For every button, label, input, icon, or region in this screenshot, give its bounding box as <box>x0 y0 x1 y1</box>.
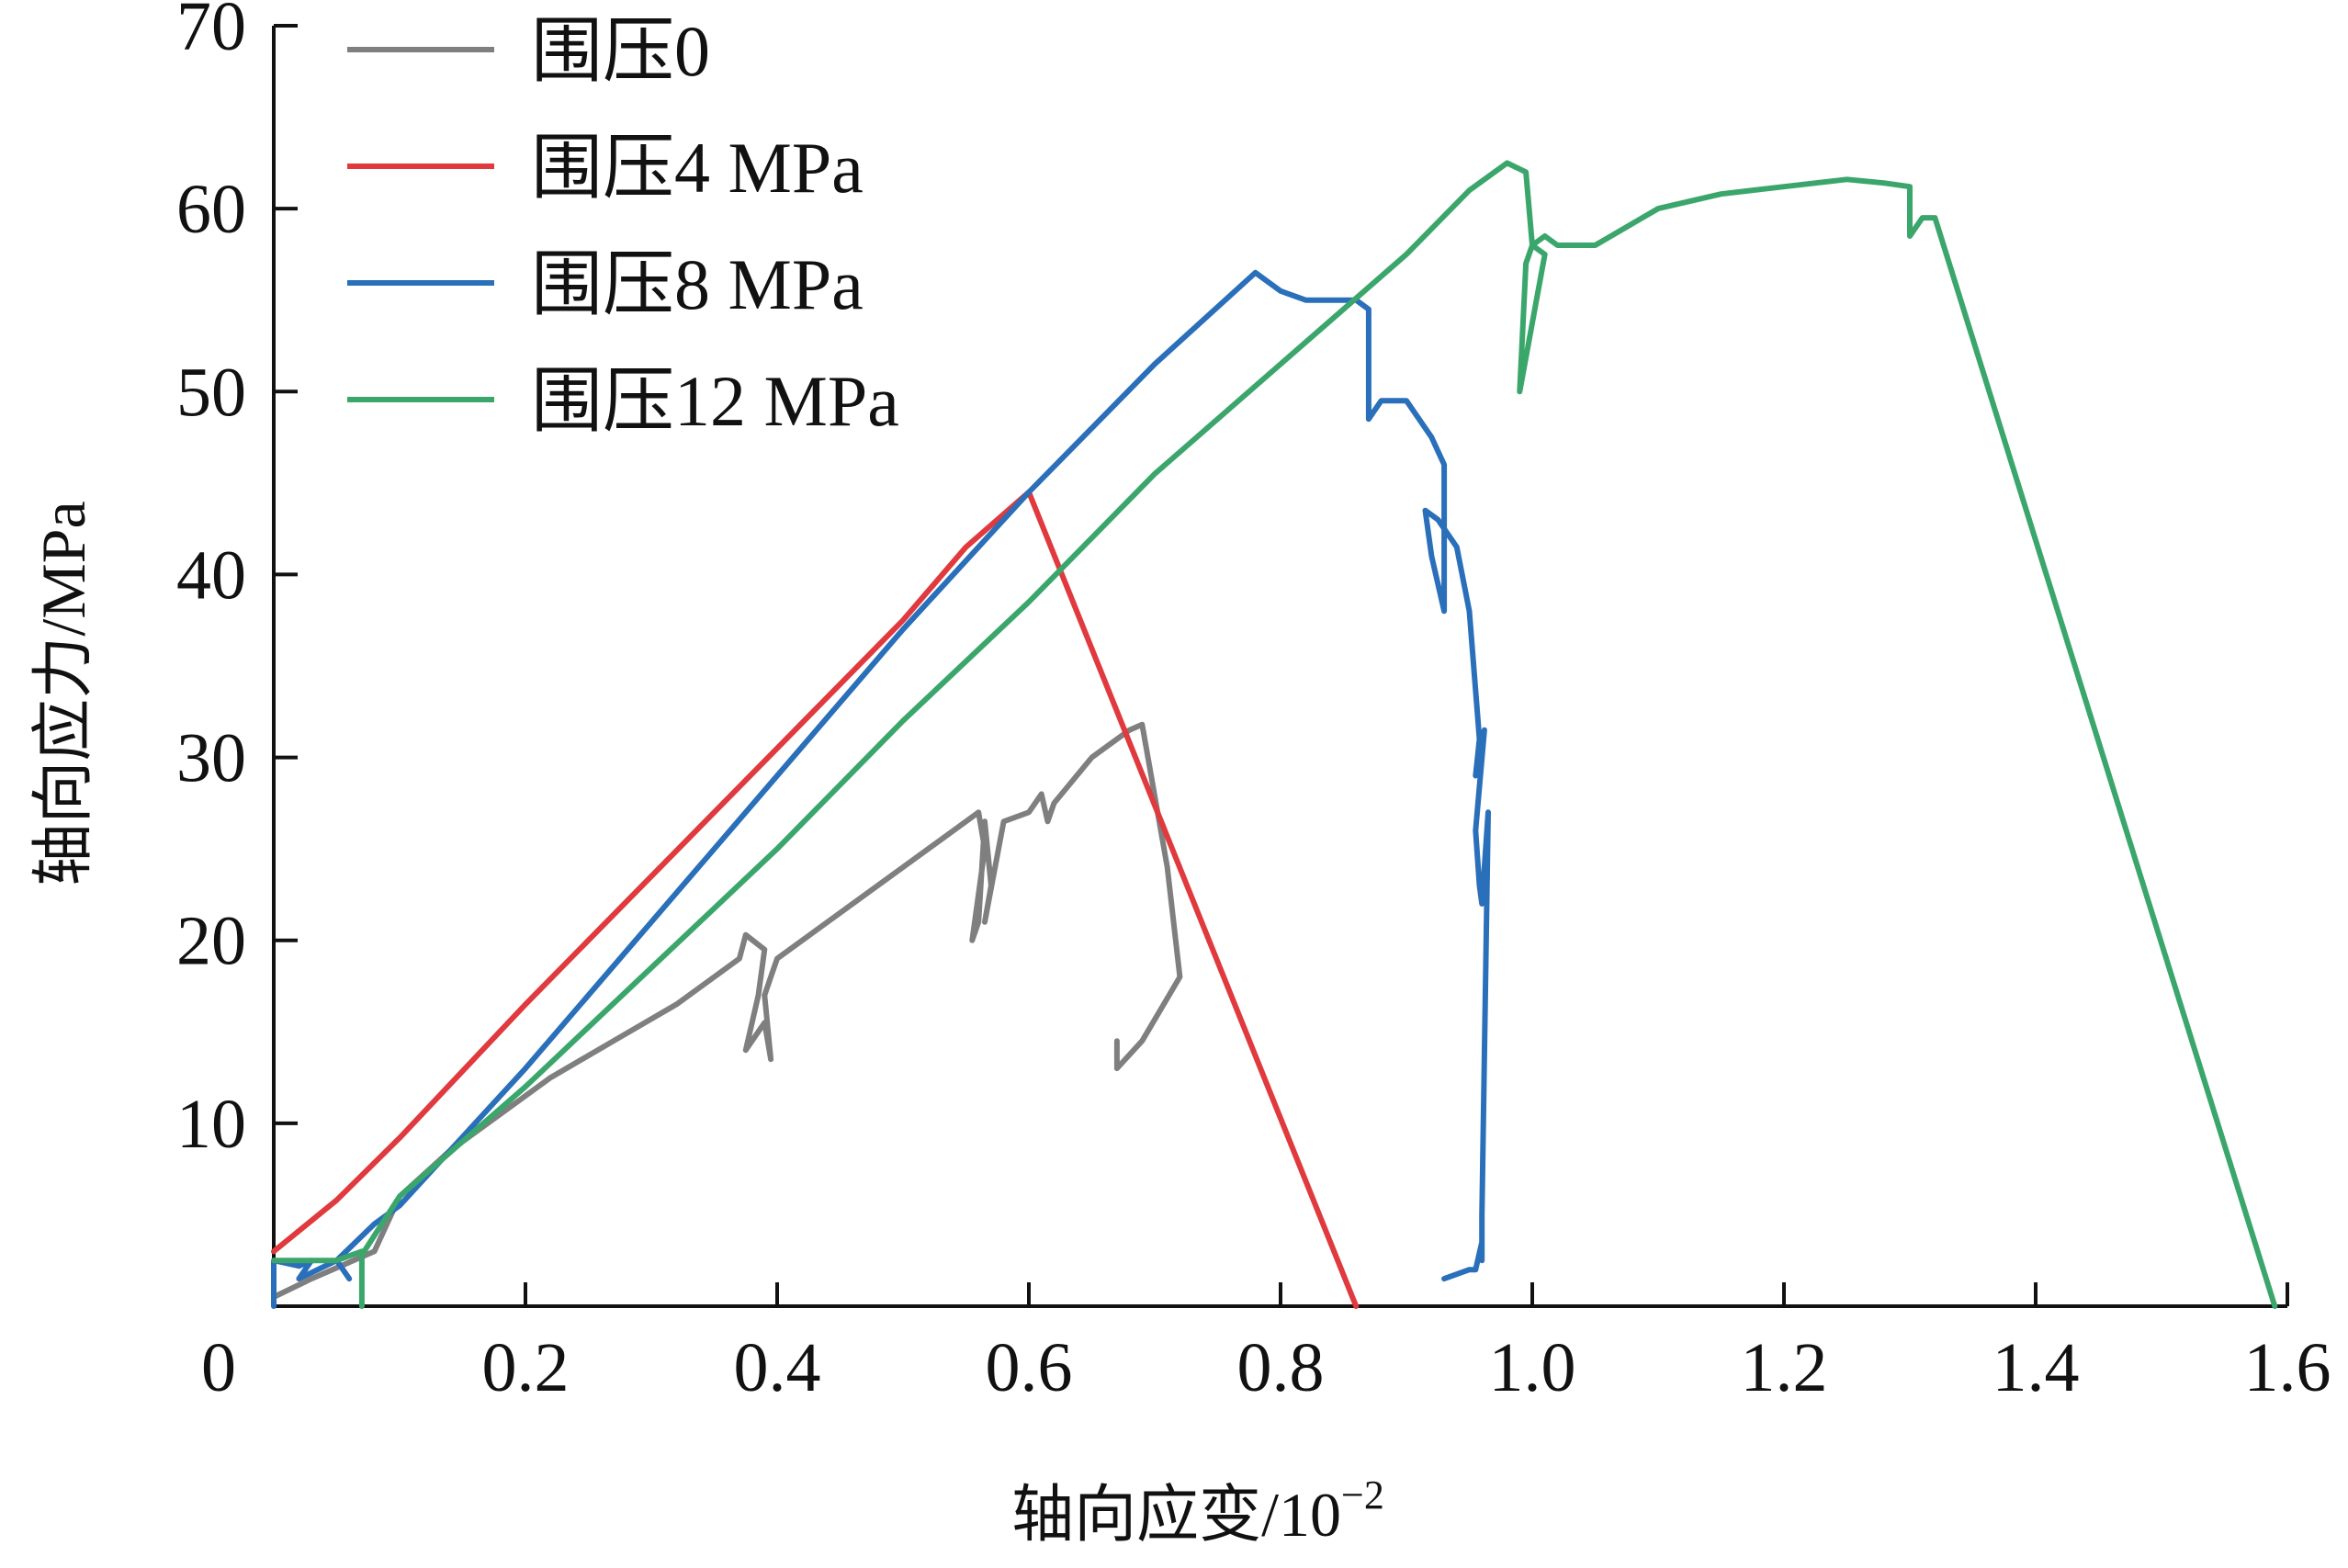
y-ticks: 10 20 30 40 50 60 70 <box>176 0 298 1163</box>
x-axis-title-exponent: −2 <box>1341 1472 1384 1517</box>
y-tick-label: 20 <box>176 903 246 980</box>
y-tick-label: 60 <box>176 171 246 248</box>
x-tick-label: 0.6 <box>986 1329 1073 1406</box>
x-tick-label: 1.2 <box>1741 1329 1828 1406</box>
legend-label-3: 围压8 MPa <box>531 244 864 324</box>
y-tick-label: 70 <box>176 0 246 65</box>
x-tick-label: 1.4 <box>1992 1329 2080 1406</box>
series-line-4 <box>271 160 2278 1309</box>
x-tick-label: 0.8 <box>1237 1329 1325 1406</box>
x-tick-label: 1.6 <box>2244 1329 2331 1406</box>
x-axis-title: 轴向应变/10−2 <box>1011 1472 1384 1550</box>
series-layer <box>271 160 2278 1309</box>
x-ticks: 0 0.2 0.4 0.6 0.8 1.0 1.2 1.4 1.6 <box>201 1282 2331 1406</box>
y-tick-label: 50 <box>176 354 246 431</box>
series-line-2 <box>271 489 1360 1309</box>
x-tick-label: 0 <box>201 1329 236 1406</box>
series-line-1 <box>271 721 1183 1300</box>
legend-label-1: 围压0 <box>531 11 710 91</box>
y-tick-label: 10 <box>176 1086 246 1163</box>
legend-label-2: 围压4 MPa <box>531 128 864 208</box>
legend-label-4: 围压12 MPa <box>531 361 899 441</box>
legend: 围压0 围压4 MPa 围压8 MPa 围压12 MPa <box>347 11 899 441</box>
x-tick-label: 1.0 <box>1489 1329 1576 1406</box>
y-tick-label: 30 <box>176 720 246 797</box>
series-line-3 <box>271 269 1491 1309</box>
x-tick-label: 0.4 <box>734 1329 821 1406</box>
y-axis-title: 轴向应力/MPa <box>28 501 98 886</box>
y-tick-label: 40 <box>176 536 246 614</box>
x-axis-title-text: 轴向应变/10 <box>1011 1480 1341 1550</box>
x-tick-label: 0.2 <box>482 1329 570 1406</box>
